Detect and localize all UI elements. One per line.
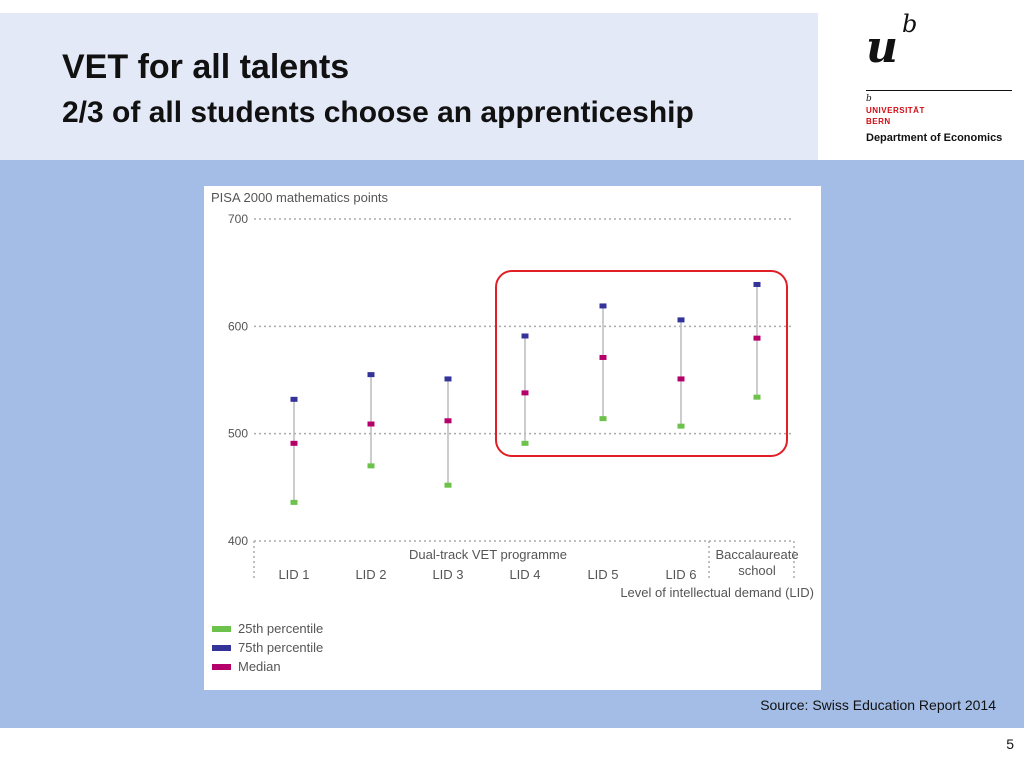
median-marker-1 xyxy=(290,440,298,446)
category-label-lid-1: LID 1 xyxy=(278,567,309,582)
75th-percentile-marker-4 xyxy=(521,333,529,339)
logo-u-letter: u xyxy=(866,22,898,73)
y-tick-label-600: 600 xyxy=(228,319,248,333)
y-tick-label-700: 700 xyxy=(228,212,248,226)
category-label-lid-6: LID 6 xyxy=(665,567,696,582)
chart-container: PISA 2000 mathematics points 400 500 600 70… xyxy=(204,186,821,690)
25th-percentile-marker-1 xyxy=(290,499,298,505)
logo-university: UNIVERSITÄT xyxy=(866,106,925,115)
category-label-line-1: Baccalaureate xyxy=(715,547,798,562)
legend-label-25th-percentile: 25th percentile xyxy=(238,621,323,636)
category-label-lid-4: LID 4 xyxy=(509,567,540,582)
25th-percentile-marker-5 xyxy=(599,416,607,422)
legend-label-75th-percentile: 75th percentile xyxy=(238,640,323,655)
median-marker-3 xyxy=(444,418,452,424)
x-axis-label: Level of intellectual demand (LID) xyxy=(620,585,814,600)
category-label-lid-2: LID 2 xyxy=(355,567,386,582)
median-marker-6 xyxy=(677,376,685,382)
legend-label-median: Median xyxy=(238,659,281,674)
75th-percentile-marker-1 xyxy=(290,396,298,402)
25th-percentile-marker-2 xyxy=(367,463,375,469)
y-tick-label-500: 500 xyxy=(228,427,248,441)
25th-percentile-marker-7 xyxy=(753,394,761,400)
header-band xyxy=(0,13,818,160)
legend-swatch-25th-percentile xyxy=(212,626,231,632)
chart-title: PISA 2000 mathematics points xyxy=(211,190,389,205)
75th-percentile-marker-2 xyxy=(367,372,375,378)
category-label-baccalaureate: Baccalaureate school xyxy=(715,547,798,578)
logo-department: Department of Economics xyxy=(866,132,1003,144)
slide-subtitle: 2/3 of all students choose an apprentice… xyxy=(62,96,694,129)
logo-city: BERN xyxy=(866,117,891,126)
legend-swatch-median xyxy=(212,664,231,670)
category-label-line-2: school xyxy=(738,563,776,578)
slide-title: VET for all talents xyxy=(62,48,350,86)
logo-b-small: b xyxy=(866,94,872,104)
legend-swatch-75th-percentile xyxy=(212,645,231,651)
university-logo: u b b UNIVERSITÄT BERN Department of Eco… xyxy=(858,12,1014,152)
category-label-lid-5: LID 5 xyxy=(587,567,618,582)
category-label-lid-3: LID 3 xyxy=(432,567,463,582)
75th-percentile-marker-7 xyxy=(753,281,761,287)
median-marker-7 xyxy=(753,335,761,341)
75th-percentile-marker-5 xyxy=(599,303,607,309)
y-tick-label-400: 400 xyxy=(228,534,248,548)
median-marker-4 xyxy=(521,390,529,396)
25th-percentile-marker-3 xyxy=(444,482,452,488)
median-marker-2 xyxy=(367,421,375,427)
highlight-box xyxy=(495,270,788,457)
page-number: 5 xyxy=(1006,736,1014,752)
source-note: Source: Swiss Education Report 2014 xyxy=(760,697,996,713)
group-label: Dual-track VET programme xyxy=(409,547,567,562)
25th-percentile-marker-6 xyxy=(677,423,685,429)
pisa-chart: PISA 2000 mathematics points 400 500 600 70… xyxy=(211,190,814,674)
75th-percentile-marker-6 xyxy=(677,317,685,323)
75th-percentile-marker-3 xyxy=(444,376,452,382)
logo-b-letter: b xyxy=(902,10,918,38)
median-marker-5 xyxy=(599,354,607,360)
25th-percentile-marker-4 xyxy=(521,440,529,446)
logo-rule xyxy=(866,90,1012,91)
